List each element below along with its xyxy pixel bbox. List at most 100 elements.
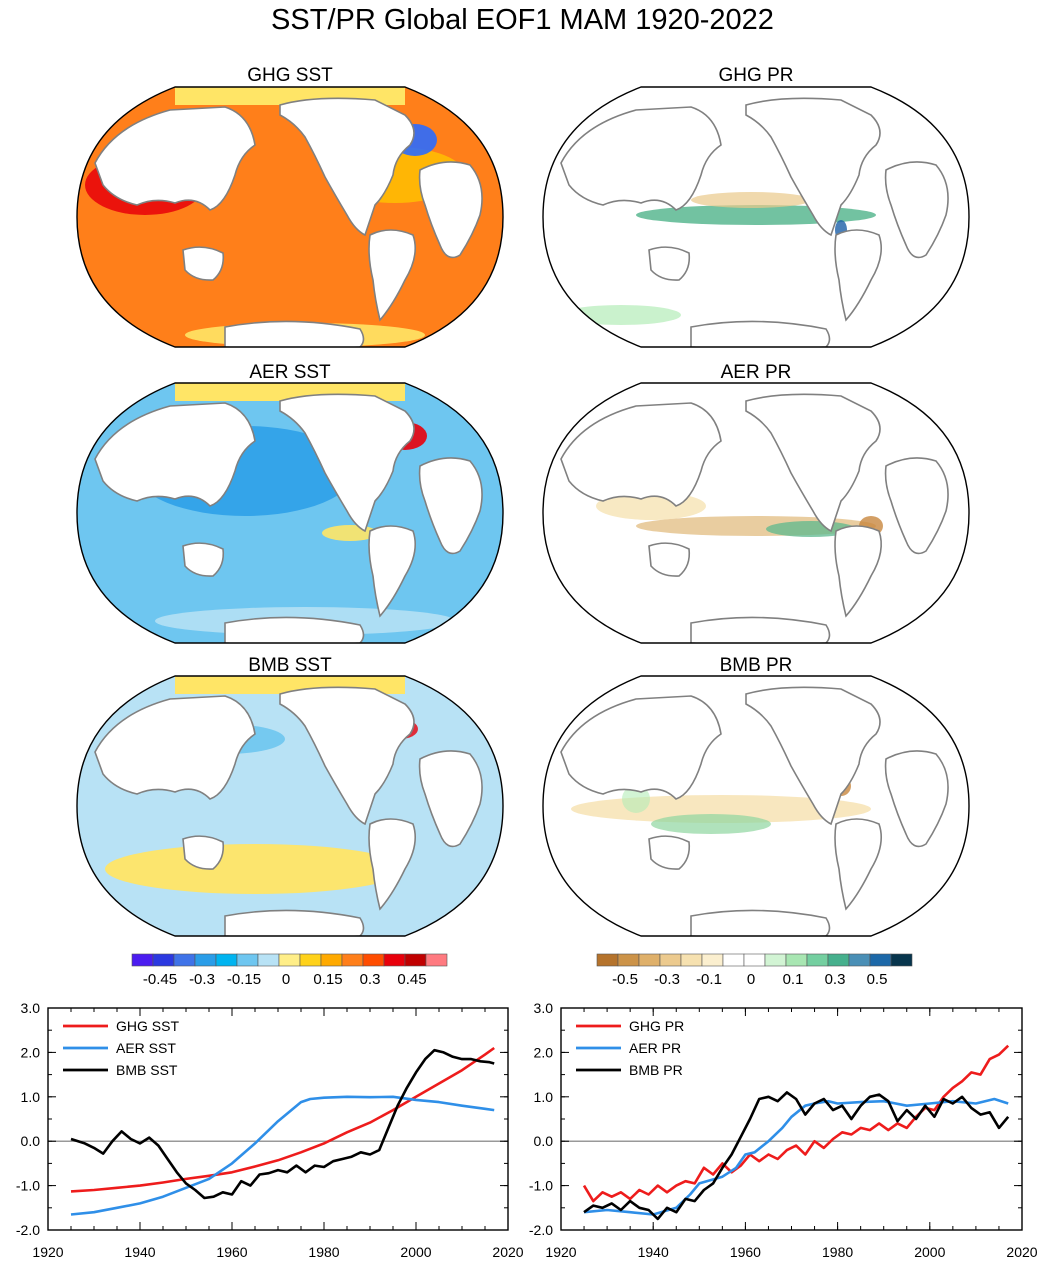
continent-outline	[884, 457, 949, 555]
colorbar-swatch	[173, 953, 196, 967]
colorbar-swatch	[425, 953, 448, 967]
map-ghg-pr	[542, 86, 970, 348]
colorbar-swatch	[278, 953, 301, 967]
continent-outline	[279, 393, 415, 533]
map-aer-sst	[76, 382, 504, 644]
series-line-bmb-pr	[583, 1091, 1010, 1221]
series-line-bmb-sst	[70, 1048, 495, 1200]
x-tick-label: 1980	[308, 1244, 339, 1260]
y-tick-label: 2.0	[21, 1044, 41, 1060]
colorbar-label: -0.3	[189, 971, 215, 988]
colorbar-swatch	[869, 953, 892, 967]
colorbar-swatch	[701, 953, 724, 967]
continent-outline	[745, 393, 881, 533]
colorbar-swatch	[320, 953, 343, 967]
continent-outline	[279, 686, 415, 826]
colorbar-swatch	[638, 953, 661, 967]
timeseries-pr-panel: 3.0 2.0 1.0 0.0 -1.0 -2.0 1920 1940 1960 1980 2000…	[529, 1000, 1038, 1260]
colorbar-label: -0.1	[696, 971, 722, 988]
colorbar-label: 0.3	[360, 971, 381, 988]
map-frame	[542, 675, 970, 937]
y-tick-label: -1.0	[529, 1178, 553, 1194]
map-frame	[542, 86, 970, 348]
continent-outline	[560, 106, 722, 211]
anomaly-contour	[691, 192, 811, 208]
y-tick-label: 3.0	[534, 1000, 554, 1016]
colorbar-sst: -0.45 -0.3 -0.15 0 0.15 0.3 0.45	[131, 953, 448, 988]
y-tick-label: 1.0	[534, 1089, 554, 1105]
continent-outline	[834, 818, 882, 911]
x-tick-label: 2000	[914, 1244, 945, 1260]
continent-outline	[884, 161, 949, 259]
colorbar-swatch	[383, 953, 406, 967]
map-ghg-sst	[76, 86, 504, 348]
continent-outline	[560, 695, 722, 800]
continent-outline	[94, 695, 256, 800]
colorbar-label: -0.45	[143, 971, 177, 988]
map-frame	[76, 86, 504, 348]
x-tick-label: 1960	[216, 1244, 247, 1260]
colorbar-swatch	[596, 953, 619, 967]
x-tick-label: 1960	[730, 1244, 761, 1260]
legend-label: BMB SST	[116, 1062, 178, 1078]
legend-label: BMB PR	[629, 1062, 683, 1078]
colorbar-pr: -0.5 -0.3 -0.1 0 0.1 0.3 0.5	[596, 953, 913, 988]
y-tick-label: -1.0	[16, 1178, 40, 1194]
panel-title-ghg-pr: GHG PR	[718, 65, 794, 86]
continent-outline	[224, 909, 365, 936]
colorbar-label: 0	[747, 971, 755, 988]
x-tick-label: 2020	[492, 1244, 523, 1260]
colorbar-swatch	[743, 953, 766, 967]
series-line-aer-sst	[70, 1095, 495, 1216]
continent-outline	[834, 525, 882, 618]
figure-title: SST/PR Global EOF1 MAM 1920-2022	[271, 4, 774, 36]
panel-title-aer-sst: AER SST	[249, 362, 331, 383]
panel-title-bmb-pr: BMB PR	[719, 655, 793, 676]
x-tick-label: 1920	[32, 1244, 63, 1260]
continent-outline	[884, 750, 949, 848]
legend-label: AER PR	[629, 1040, 681, 1056]
legend-label: GHG SST	[116, 1018, 179, 1034]
continent-outline	[418, 457, 483, 555]
continent-outline	[182, 246, 225, 281]
colorbar-swatch	[194, 953, 217, 967]
plot-frame	[47, 1007, 509, 1231]
continent-outline	[182, 542, 225, 577]
colorbar-label: 0.3	[825, 971, 846, 988]
plot-frame	[560, 1007, 1023, 1231]
colorbar-swatch	[722, 953, 745, 967]
continent-outline	[418, 161, 483, 259]
continent-outline	[745, 686, 881, 826]
continent-outline	[690, 320, 831, 347]
colorbar-swatch	[152, 953, 175, 967]
colorbar-swatch	[257, 953, 280, 967]
continent-outline	[94, 106, 256, 211]
y-tick-label: 0.0	[21, 1133, 41, 1149]
colorbar-label: 0.15	[313, 971, 342, 988]
colorbar-swatch	[827, 953, 850, 967]
colorbar-label: -0.5	[612, 971, 638, 988]
colorbar-swatch	[890, 953, 913, 967]
anomaly-contour	[105, 844, 405, 894]
panel-title-ghg-sst: GHG SST	[247, 65, 333, 86]
colorbar-swatch	[806, 953, 829, 967]
colorbar-swatch	[215, 953, 238, 967]
colorbar-label: 0.5	[867, 971, 888, 988]
continent-outline	[279, 97, 415, 237]
continent-outline	[745, 97, 881, 237]
colorbar-label: 0	[282, 971, 290, 988]
x-tick-label: 2000	[400, 1244, 431, 1260]
legend-label: AER SST	[116, 1040, 176, 1056]
map-frame	[542, 382, 970, 644]
continent-outline	[368, 525, 416, 618]
timeseries-sst-panel: 3.0 2.0 1.0 0.0 -1.0 -2.0 1920 1940 1960 1980 2000…	[16, 1000, 524, 1260]
x-tick-label: 1980	[822, 1244, 853, 1260]
y-tick-label: -2.0	[529, 1222, 553, 1238]
colorbar-swatch	[299, 953, 322, 967]
y-tick-label: 0.0	[534, 1133, 554, 1149]
continent-outline	[648, 246, 691, 281]
y-tick-label: -2.0	[16, 1222, 40, 1238]
map-frame	[76, 675, 504, 937]
map-frame	[76, 382, 504, 644]
continent-outline	[418, 750, 483, 848]
